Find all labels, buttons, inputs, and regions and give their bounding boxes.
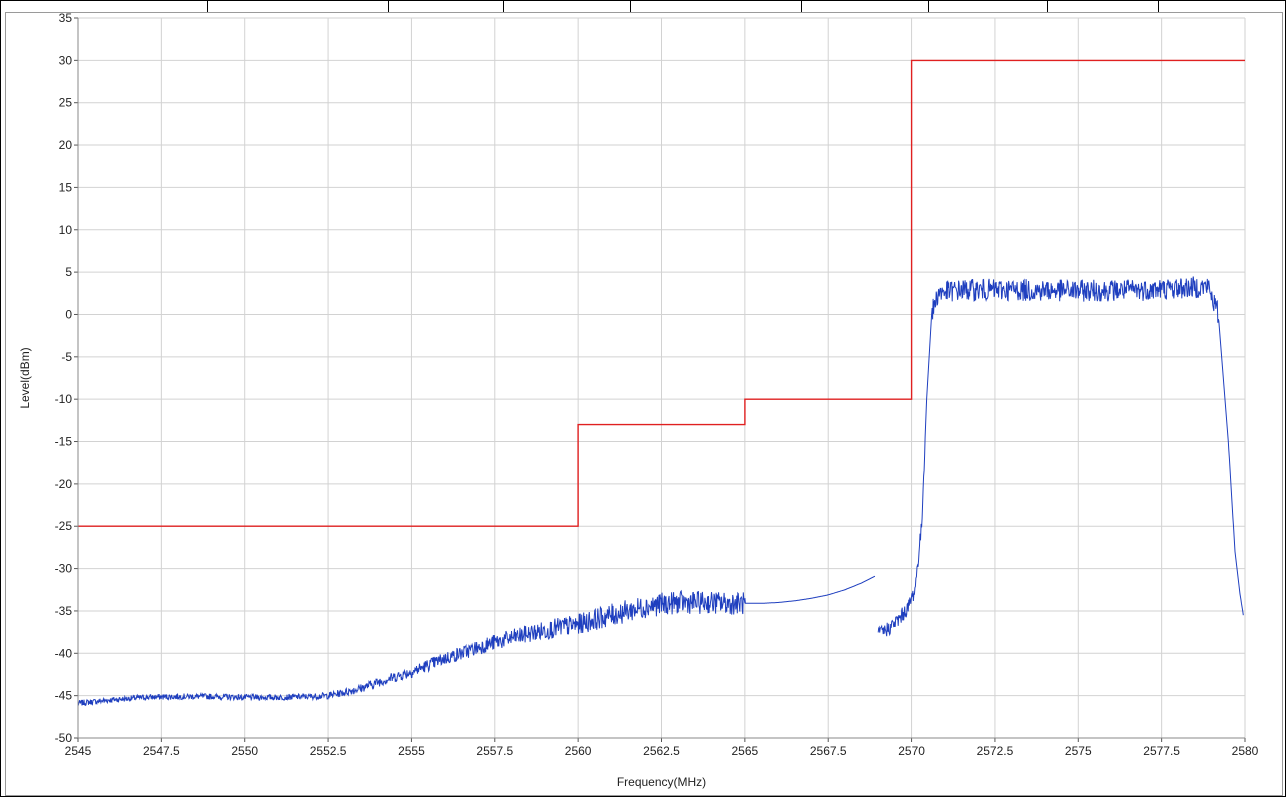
plot-panel: [5, 12, 1283, 796]
column-divider: [207, 0, 208, 12]
x-tick-label: 2545: [65, 744, 92, 758]
y-tick-label: -15: [55, 435, 73, 449]
x-tick-label: 2550: [231, 744, 258, 758]
grid-lines: [77, 17, 1246, 739]
column-divider: [801, 0, 802, 12]
y-tick-label: 0: [65, 307, 72, 321]
y-tick-label: 10: [59, 223, 73, 237]
y-tick-label: -10: [55, 392, 73, 406]
x-tick-label: 2560: [565, 744, 592, 758]
limit-line: [78, 59, 1245, 527]
y-tick-label: -30: [55, 562, 73, 576]
measured-trace: [77, 589, 746, 707]
y-axis-ticks: 35 30 25 20 15 10 5 0 -5 -10 -15 -20 -25 -30 -35 -40 -45…: [55, 11, 78, 745]
y-tick-label: 20: [59, 138, 73, 152]
column-divider: [928, 0, 929, 12]
x-axis-ticks: 2545 2547.5 2550 2552.5 2555 2557.5 2560 2562.5…: [65, 738, 1259, 758]
x-tick-label: 2567.5: [810, 744, 847, 758]
x-tick-label: 2575: [1065, 744, 1092, 758]
measured-trace: [744, 575, 876, 604]
column-divider: [1047, 0, 1048, 12]
y-tick-label: 30: [59, 53, 73, 67]
y-tick-label: -45: [55, 689, 73, 703]
x-axis-title: Frequency(MHz): [617, 775, 706, 789]
series-layer: [77, 59, 1245, 707]
x-tick-label: 2565: [732, 744, 759, 758]
y-axis-title: Level(dBm): [18, 347, 32, 408]
column-divider: [630, 0, 631, 12]
y-tick-label: 25: [59, 96, 73, 110]
x-tick-label: 2577.5: [1143, 744, 1180, 758]
x-tick-label: 2555: [398, 744, 425, 758]
top-column-strip: [0, 0, 1288, 12]
column-divider: [1158, 0, 1159, 12]
y-tick-label: 5: [65, 265, 72, 279]
y-tick-label: -40: [55, 646, 73, 660]
column-divider: [388, 0, 389, 12]
x-tick-label: 2570: [898, 744, 925, 758]
x-tick-label: 2562.5: [643, 744, 680, 758]
x-tick-label: 2552.5: [310, 744, 347, 758]
x-tick-label: 2547.5: [143, 744, 180, 758]
x-tick-label: 2580: [1232, 744, 1259, 758]
y-tick-label: -5: [61, 350, 72, 364]
y-tick-label: -20: [55, 477, 73, 491]
x-tick-label: 2572.5: [977, 744, 1014, 758]
y-tick-label: -25: [55, 519, 73, 533]
y-tick-label: -35: [55, 604, 73, 618]
y-tick-label: 15: [59, 180, 73, 194]
measured-trace: [877, 276, 1244, 637]
y-tick-label: -50: [55, 731, 73, 745]
y-tick-label: 35: [59, 11, 73, 25]
column-divider: [503, 0, 504, 12]
x-tick-label: 2557.5: [476, 744, 513, 758]
